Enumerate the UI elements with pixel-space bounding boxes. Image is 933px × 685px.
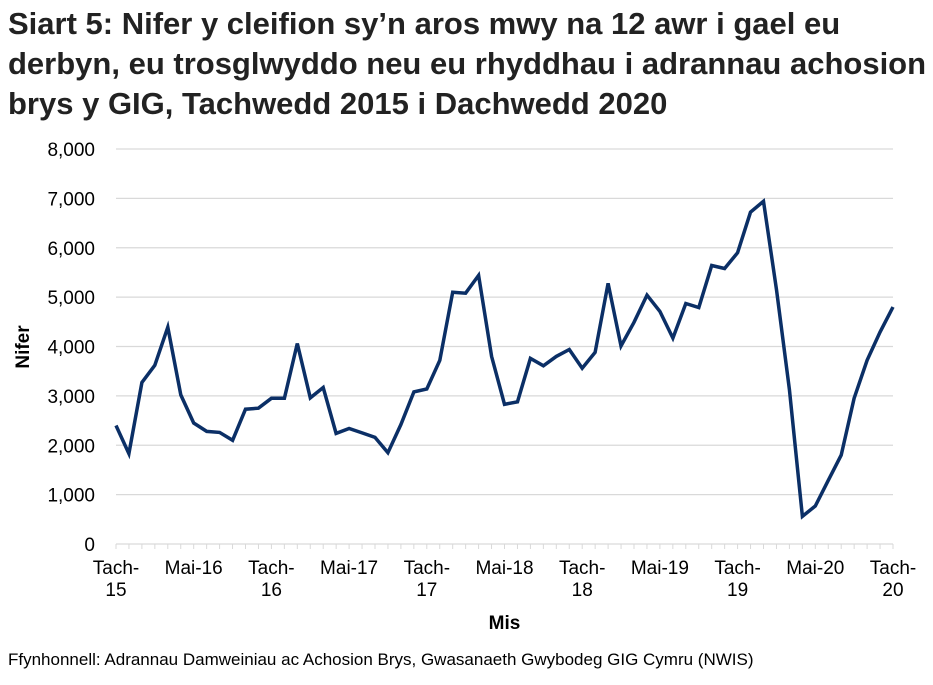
x-tick-label: Mai-19 xyxy=(631,558,689,579)
y-tick-label: 8,000 xyxy=(47,140,95,161)
x-tick-label: Tach-15 xyxy=(93,558,139,601)
x-tick-label: Tach-17 xyxy=(404,558,450,601)
x-axis-label: Mis xyxy=(489,613,521,634)
y-tick-label: 5,000 xyxy=(47,288,95,309)
y-tick-label: 0 xyxy=(84,535,95,556)
y-tick-label: 3,000 xyxy=(47,387,95,408)
x-tick-label: Tach-20 xyxy=(870,558,916,601)
x-tick-label: Tach-16 xyxy=(248,558,294,601)
y-tick-label: 7,000 xyxy=(47,189,95,210)
x-tick-label: Tach-18 xyxy=(559,558,605,601)
y-tick-label: 4,000 xyxy=(47,338,95,359)
x-tick-label: Mai-20 xyxy=(786,558,844,579)
source-note: Ffynhonnell: Adrannau Damweiniau ac Acho… xyxy=(8,650,754,669)
chart-title: Siart 5: Nifer y cleifion sy’n aros mwy … xyxy=(8,6,927,121)
x-tick-label: Tach-19 xyxy=(714,558,760,601)
y-tick-label: 1,000 xyxy=(47,486,95,507)
data-line xyxy=(114,197,895,520)
y-tick-label: 6,000 xyxy=(47,239,95,260)
y-axis-label: Nifer xyxy=(13,325,34,369)
x-tick-label: Mai-18 xyxy=(475,558,533,579)
x-tick-label: Mai-16 xyxy=(165,558,223,579)
x-tick-label: Mai-17 xyxy=(320,558,378,579)
y-tick-label: 2,000 xyxy=(47,436,95,457)
